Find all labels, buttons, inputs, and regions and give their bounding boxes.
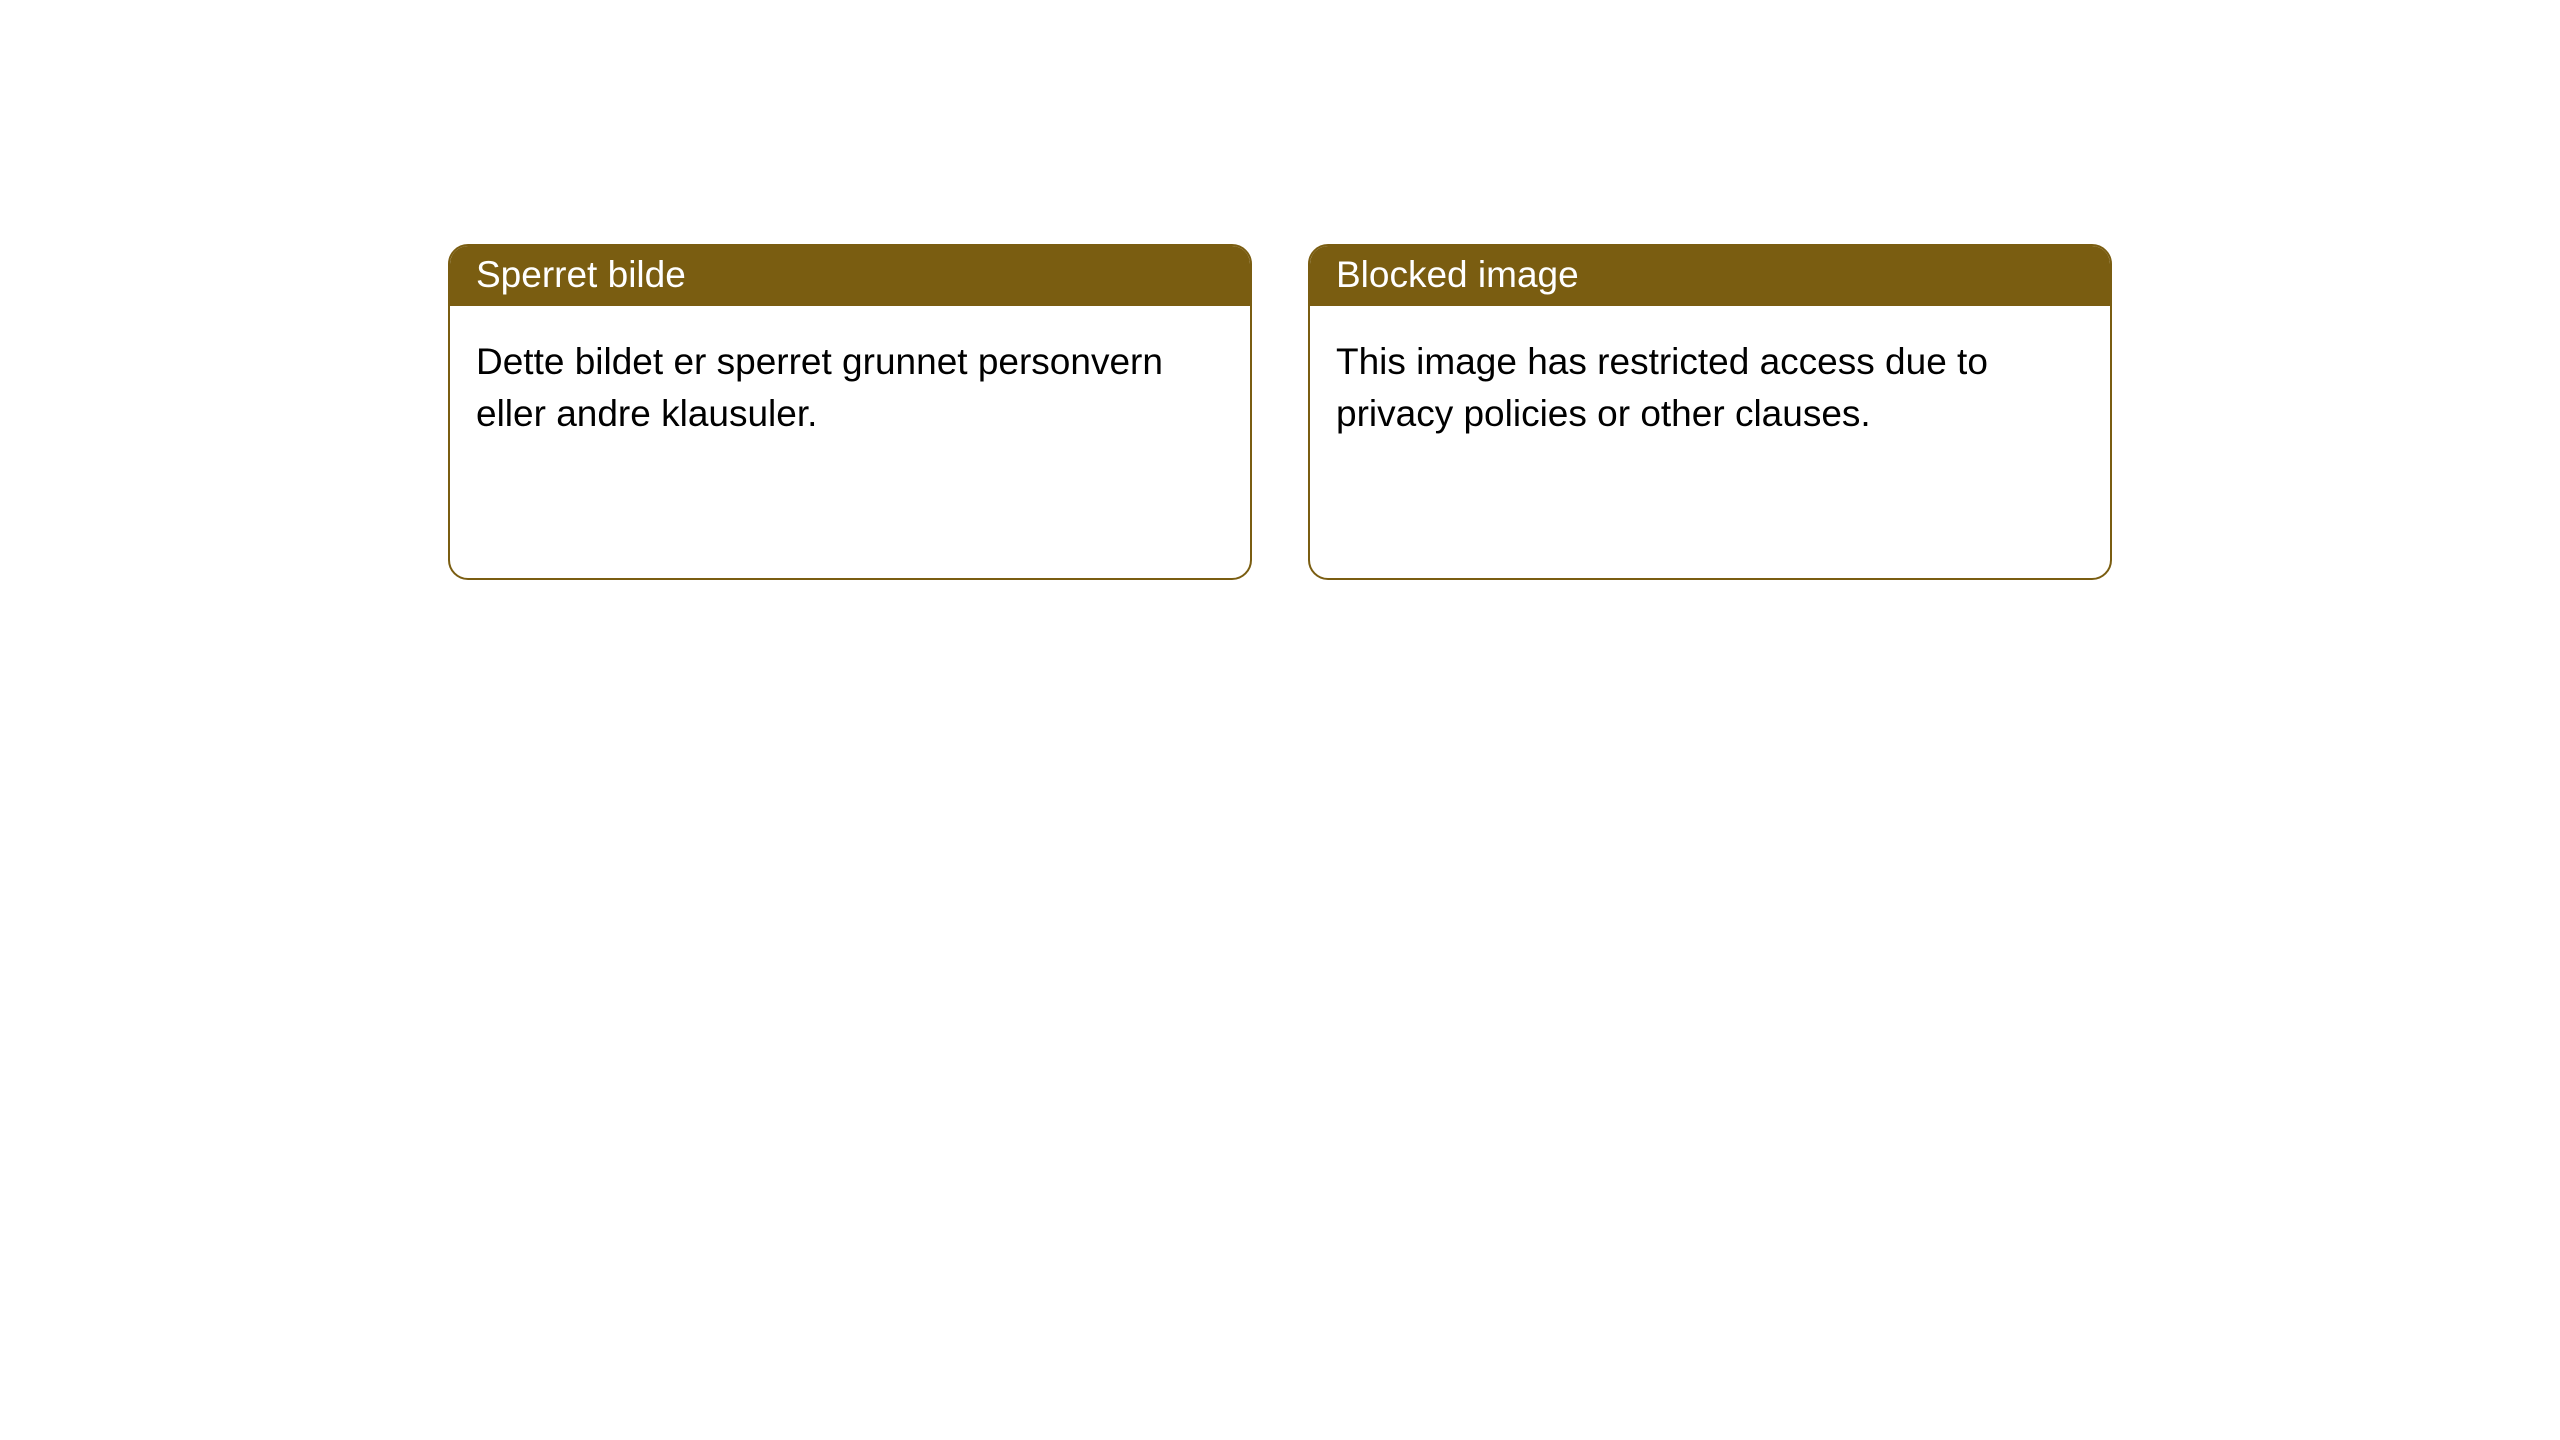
notice-card-english: Blocked image This image has restricted … <box>1308 244 2112 580</box>
notice-card-body: This image has restricted access due to … <box>1310 306 2110 470</box>
notice-card-body: Dette bildet er sperret grunnet personve… <box>450 306 1250 470</box>
notice-cards-container: Sperret bilde Dette bildet er sperret gr… <box>0 0 2560 580</box>
notice-card-norwegian: Sperret bilde Dette bildet er sperret gr… <box>448 244 1252 580</box>
notice-card-header: Sperret bilde <box>450 246 1250 306</box>
notice-card-header: Blocked image <box>1310 246 2110 306</box>
